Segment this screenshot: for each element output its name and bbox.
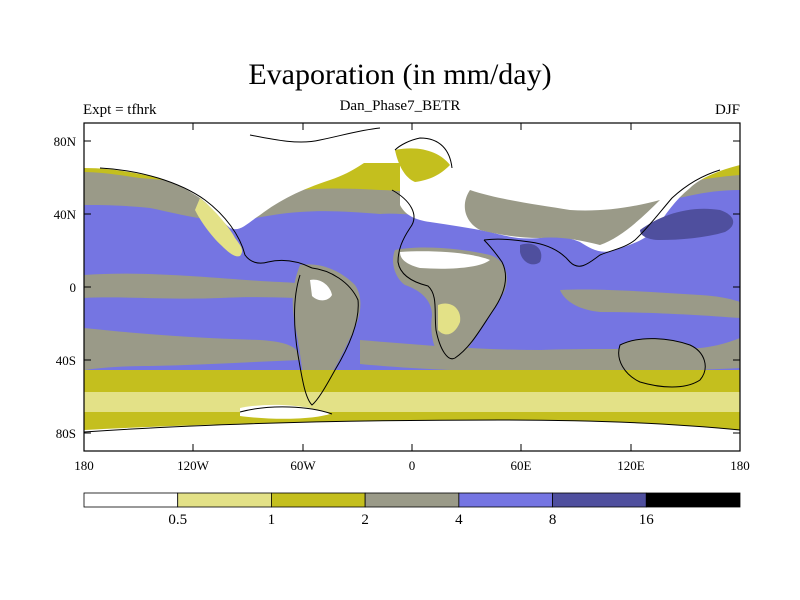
colorbar-level-label: 2 — [361, 512, 369, 528]
x-tick-label: 180 — [730, 458, 750, 473]
y-tick-labels: 80N 40N 0 40S 80S — [54, 134, 77, 441]
africa-land — [393, 247, 507, 360]
kuroshio-high — [640, 208, 734, 240]
x-tick-label: 60E — [511, 458, 532, 473]
itcz-pacific — [84, 273, 330, 300]
colorbar-swatch — [552, 492, 647, 508]
y-tick-label: 40S — [56, 353, 76, 368]
chart-title: Evaporation (in mm/day) — [248, 58, 552, 91]
south-indian-grey — [360, 338, 740, 372]
antarctica-land — [84, 420, 740, 451]
y-tick-label: 0 — [70, 280, 77, 295]
experiment-label: Expt = tfhrk — [83, 102, 157, 118]
colorbar-swatch — [271, 492, 366, 508]
x-tick-label: 180 — [74, 458, 94, 473]
north-america-land — [84, 123, 390, 230]
x-tick-label: 0 — [409, 458, 416, 473]
southern-africa-yellow — [438, 303, 461, 335]
y-tick-label: 80N — [54, 134, 77, 149]
x-tick-label: 120W — [177, 458, 210, 473]
evaporation-field — [84, 123, 740, 451]
colorbar-swatch — [458, 492, 553, 508]
coastlines — [84, 127, 740, 433]
south-america-land — [292, 264, 361, 402]
south-yellow-band — [84, 370, 740, 392]
europe-yellow — [395, 148, 450, 182]
middle-east-grey — [464, 190, 660, 245]
colorbar-level-label: 16 — [639, 512, 655, 528]
colorbar-level-label: 4 — [455, 512, 463, 528]
y-tick-label: 80S — [56, 426, 76, 441]
x-tick-labels: 180 120W 60W 0 60E 120E 180 — [74, 458, 750, 473]
itcz-indian — [560, 289, 740, 318]
colorbar-swatch — [364, 492, 460, 508]
tick-marks — [83, 123, 741, 451]
y-tick-label: 40N — [54, 207, 77, 222]
colorbar-level-label: 0.5 — [168, 512, 187, 528]
colorbar-level-label: 1 — [268, 512, 276, 528]
colorbar-swatch — [645, 492, 741, 508]
sahara-white — [400, 251, 490, 269]
colorbar-swatch — [177, 492, 272, 508]
colorbar: 0.5 1 2 4 8 16 — [83, 492, 741, 528]
x-tick-label: 60W — [290, 458, 316, 473]
colorbar-swatch — [83, 492, 179, 508]
season-label: DJF — [714, 102, 740, 118]
arabian-sea-high — [520, 243, 542, 265]
central-america-land — [195, 198, 243, 257]
x-tick-label: 120E — [617, 458, 645, 473]
colorbar-level-label: 8 — [549, 512, 557, 528]
south-pale-band — [84, 392, 740, 412]
south-pacific-grey — [84, 328, 300, 370]
amazon-white — [310, 279, 332, 301]
chart-subtitle: Dan_Phase7_BETR — [339, 98, 461, 114]
